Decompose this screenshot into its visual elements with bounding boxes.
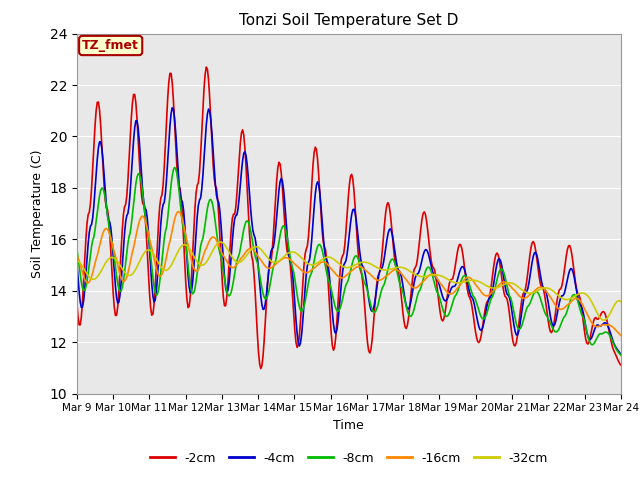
-4cm — [378, 264, 386, 270]
Text: TZ_fmet: TZ_fmet — [82, 39, 139, 52]
-8cm — [303, 286, 311, 292]
Line: -2cm: -2cm — [77, 67, 621, 369]
-32cm — [600, 317, 607, 323]
-2cm — [380, 234, 387, 240]
-2cm — [243, 186, 251, 192]
X-axis label: Time: Time — [333, 419, 364, 432]
-8cm — [73, 245, 81, 251]
-4cm — [73, 259, 81, 264]
-32cm — [568, 295, 576, 301]
-2cm — [257, 366, 264, 372]
-2cm — [569, 261, 577, 266]
-8cm — [378, 285, 386, 291]
-16cm — [378, 276, 386, 282]
-4cm — [303, 263, 311, 269]
-2cm — [617, 362, 625, 368]
-16cm — [617, 333, 625, 338]
-16cm — [243, 248, 251, 253]
Line: -32cm: -32cm — [77, 242, 621, 320]
Line: -16cm: -16cm — [77, 212, 621, 336]
-4cm — [617, 351, 625, 357]
Legend: -2cm, -4cm, -8cm, -16cm, -32cm: -2cm, -4cm, -8cm, -16cm, -32cm — [145, 447, 553, 469]
-16cm — [303, 270, 311, 276]
-32cm — [474, 278, 481, 284]
-2cm — [475, 340, 483, 346]
-16cm — [174, 209, 182, 215]
-32cm — [73, 257, 81, 263]
-8cm — [243, 218, 251, 224]
-32cm — [217, 239, 225, 245]
-16cm — [73, 252, 81, 257]
-2cm — [202, 64, 210, 70]
-8cm — [617, 352, 625, 358]
Title: Tonzi Soil Temperature Set D: Tonzi Soil Temperature Set D — [239, 13, 458, 28]
-8cm — [568, 294, 576, 300]
-32cm — [404, 267, 412, 273]
Y-axis label: Soil Temperature (C): Soil Temperature (C) — [31, 149, 44, 278]
-8cm — [404, 311, 412, 317]
-4cm — [243, 162, 251, 168]
-32cm — [243, 252, 251, 258]
-16cm — [568, 298, 576, 304]
-32cm — [378, 267, 386, 273]
-4cm — [404, 306, 412, 312]
Line: -8cm: -8cm — [77, 168, 621, 355]
-8cm — [474, 304, 481, 310]
-16cm — [404, 280, 412, 286]
-4cm — [168, 105, 176, 111]
-16cm — [474, 284, 481, 290]
-32cm — [303, 260, 311, 266]
-8cm — [171, 165, 179, 170]
-4cm — [474, 319, 481, 324]
Line: -4cm: -4cm — [77, 108, 621, 354]
-2cm — [73, 298, 81, 304]
-32cm — [617, 299, 625, 304]
-4cm — [568, 266, 576, 272]
-2cm — [305, 233, 312, 239]
-2cm — [406, 306, 413, 312]
